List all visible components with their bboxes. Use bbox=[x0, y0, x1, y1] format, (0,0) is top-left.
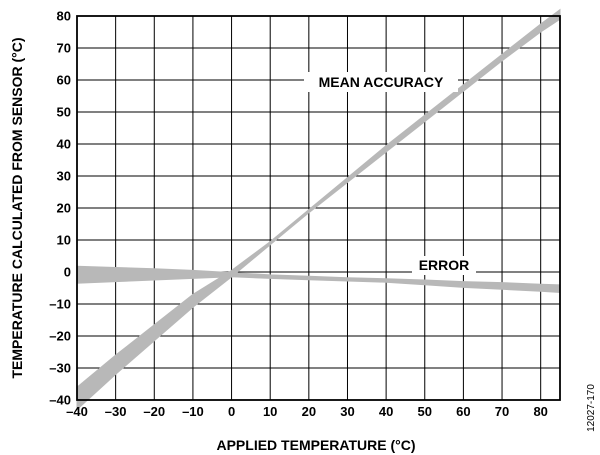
y-tick-label-8: 40 bbox=[57, 137, 71, 152]
y-tick-label-3: –10 bbox=[49, 297, 71, 312]
x-tick-label-10: 60 bbox=[456, 404, 470, 419]
series-band-mean-accuracy bbox=[76, 8, 561, 411]
y-tick-label-2: –20 bbox=[49, 329, 71, 344]
x-tick-label-8: 40 bbox=[379, 404, 393, 419]
x-tick-label-4: 0 bbox=[228, 404, 235, 419]
mean-accuracy-label-bg bbox=[304, 72, 458, 92]
x-tick-label-9: 50 bbox=[418, 404, 432, 419]
series-bands bbox=[76, 8, 561, 411]
x-tick-label-6: 20 bbox=[302, 404, 316, 419]
error-label-bg bbox=[412, 256, 476, 275]
y-tick-label-12: 80 bbox=[57, 9, 71, 24]
x-tick-label-5: 10 bbox=[263, 404, 277, 419]
x-tick-labels: –40 –30 –20 –10 0 10 20 30 40 50 60 70 80 bbox=[66, 404, 548, 419]
x-tick-label-3: –10 bbox=[182, 404, 204, 419]
x-tick-label-0: –40 bbox=[66, 404, 88, 419]
y-tick-label-0: –40 bbox=[49, 393, 71, 408]
series-band-error bbox=[76, 265, 561, 294]
y-tick-labels: –40 –30 –20 –10 0 10 20 30 40 50 60 70 80 bbox=[49, 9, 71, 408]
x-tick-label-12: 80 bbox=[533, 404, 547, 419]
x-tick-label-2: –20 bbox=[143, 404, 165, 419]
x-tick-label-1: –30 bbox=[105, 404, 127, 419]
y-tick-label-9: 50 bbox=[57, 105, 71, 120]
y-tick-label-6: 20 bbox=[57, 201, 71, 216]
x-tick-label-11: 70 bbox=[495, 404, 509, 419]
y-tick-label-5: 10 bbox=[57, 233, 71, 248]
x-axis-label: APPLIED TEMPERATURE (°C) bbox=[216, 437, 415, 453]
y-tick-label-1: –30 bbox=[49, 361, 71, 376]
y-tick-label-7: 30 bbox=[57, 169, 71, 184]
x-tick-label-7: 30 bbox=[340, 404, 354, 419]
mean-accuracy-label: MEAN ACCURACY bbox=[319, 74, 444, 90]
y-tick-label-11: 70 bbox=[57, 41, 71, 56]
y-tick-label-4: 0 bbox=[64, 265, 71, 280]
y-axis-label: TEMPERATURE CALCULATED FROM SENSOR (°C) bbox=[9, 37, 25, 378]
y-tick-label-10: 60 bbox=[57, 73, 71, 88]
plot-frame bbox=[76, 15, 561, 401]
figure-id: 12027-170 bbox=[586, 384, 597, 432]
error-label: ERROR bbox=[419, 257, 470, 273]
